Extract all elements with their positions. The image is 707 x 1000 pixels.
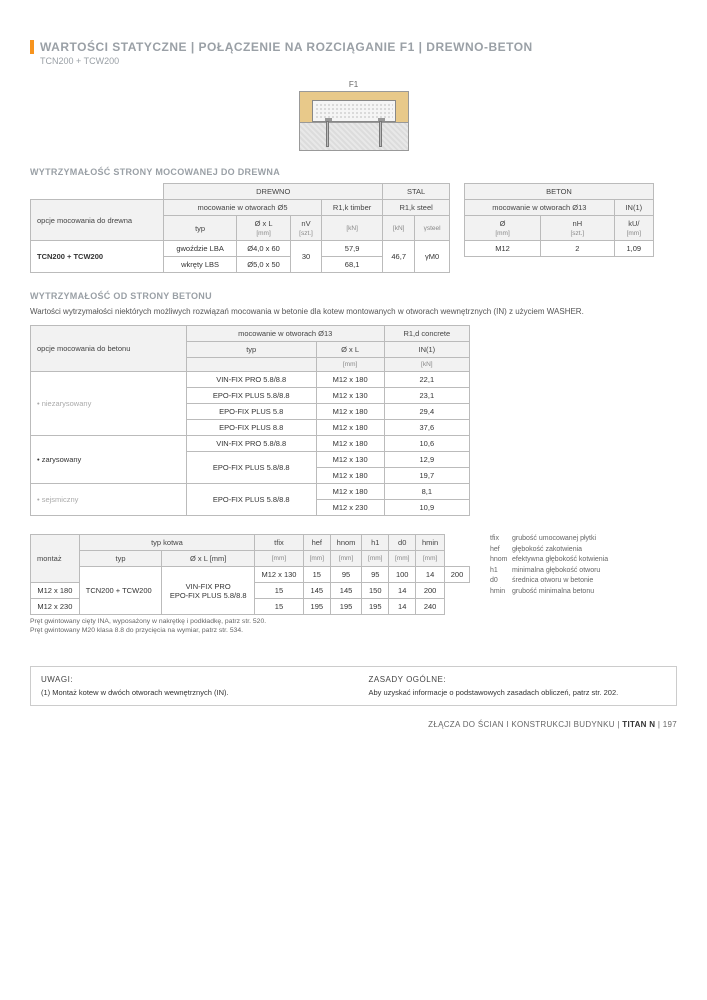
section1-heading: WYTRZYMAŁOŚĆ STRONY MOCOWANEJ DO DREWNA bbox=[30, 167, 677, 177]
table-beton-strength: opcje mocowania do betonu mocowanie w ot… bbox=[30, 325, 470, 516]
table-beton: BETON mocowanie w otworach Ø13 IN(1) Ø[m… bbox=[464, 183, 654, 257]
bottom-box: UWAGI: (1) Montaż kotew w dwóch otworach… bbox=[30, 666, 677, 706]
diagram: F1 bbox=[30, 80, 677, 153]
page-subtitle: TCN200 + TCW200 bbox=[40, 56, 677, 66]
legend: tfixgrubość umocowanej płytki hefgłęboko… bbox=[490, 534, 608, 597]
page-title: WARTOŚCI STATYCZNE | POŁĄCZENIE NA ROZCI… bbox=[30, 40, 677, 54]
table-montaz: montaż typ kotwa tfixhefhnom h1d0hmin ty… bbox=[30, 534, 470, 615]
table-drewno-stal: DREWNO STAL opcje mocowania do drewna mo… bbox=[30, 183, 450, 273]
section2-intro: Wartości wytrzymałości niektórych możliw… bbox=[30, 307, 677, 317]
table-notes: Pręt gwintowany cięty INA, wyposażony w … bbox=[30, 618, 470, 636]
section2-heading: WYTRZYMAŁOŚĆ OD STRONY BETONU bbox=[30, 291, 677, 301]
page-footer: ZŁĄCZA DO ŚCIAN I KONSTRUKCJI BUDYNKU | … bbox=[30, 720, 677, 729]
